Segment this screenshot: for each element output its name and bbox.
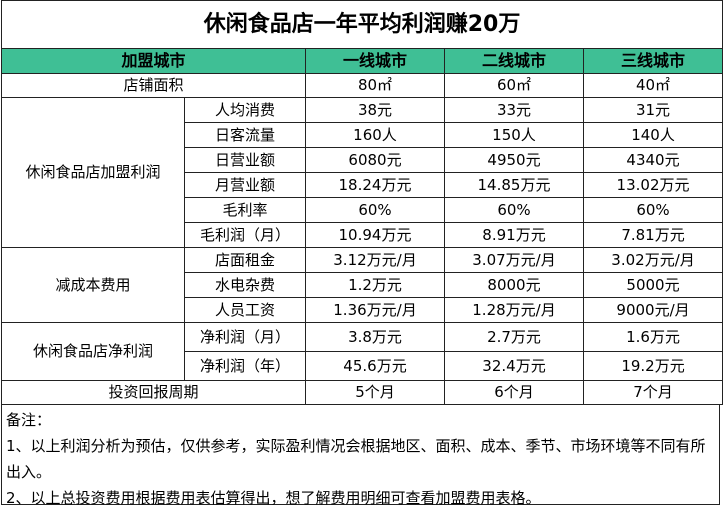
row-label: 店面租金 (184, 247, 306, 273)
cell-value: 150人 (444, 122, 584, 148)
cell-value: 38元 (305, 97, 445, 123)
cell-value: 19.2万元 (582, 351, 723, 381)
group-label-cost: 减成本费用 (1, 247, 185, 323)
table-row: 投资回报周期 5个月 6个月 7个月 (1, 380, 723, 405)
cell-value: 140人 (582, 122, 723, 148)
cell-value: 7.81万元 (582, 222, 723, 248)
group-label-net: 休闲食品店净利润 (1, 322, 185, 381)
cell-value: 80㎡ (305, 73, 445, 98)
row-label: 水电杂费 (184, 272, 306, 298)
cell-value: 4340元 (582, 147, 723, 173)
cell-value: 60㎡ (444, 73, 584, 98)
table-row: 净利润（年） 45.6万元 32.4万元 19.2万元 (2, 351, 723, 381)
cell-value: 60% (305, 197, 445, 223)
cell-value: 1.6万元 (582, 322, 723, 352)
cell-value: 160人 (305, 122, 445, 148)
profit-table: 休闲食品店一年平均利润赚20万 加盟城市 一线城市 二线城市 三线城市 店铺面积… (0, 0, 723, 405)
cell-value: 5000元 (582, 272, 723, 298)
cell-value: 2.7万元 (444, 322, 584, 352)
table-row: 毛利润（月） 10.94万元 8.91万元 7.81万元 (2, 222, 723, 248)
page-title: 休闲食品店一年平均利润赚20万 (0, 0, 723, 49)
cell-value: 60% (582, 197, 723, 223)
cell-value: 4950元 (444, 147, 584, 173)
cell-value: 3.12万元/月 (305, 247, 445, 273)
notes-line-2: 2、以上总投资费用根据费用表估算得出，想了解费用明细可查看加盟费用表格。 (6, 489, 541, 507)
cell-value: 60% (444, 197, 584, 223)
cell-value: 45.6万元 (305, 351, 445, 381)
notes-heading: 备注： (6, 411, 52, 429)
cell-value: 1.2万元 (305, 272, 445, 298)
cell-value: 6080元 (305, 147, 445, 173)
notes-line-1: 1、以上利润分析为预估，仅供参考，实际盈利情况会根据地区、面积、成本、季节、市场… (6, 437, 706, 481)
row-label: 净利润（月） (184, 322, 306, 352)
row-label: 日客流量 (184, 122, 306, 148)
cell-value: 6个月 (444, 380, 584, 405)
cell-value: 7个月 (582, 380, 723, 405)
cell-value: 40㎡ (582, 73, 723, 98)
row-label: 人员工资 (184, 297, 306, 323)
cell-value: 14.85万元 (444, 172, 584, 198)
header-tier3: 三线城市 (582, 48, 723, 74)
cell-value: 33元 (444, 97, 584, 123)
table-row: 店铺面积 80㎡ 60㎡ 40㎡ (1, 73, 723, 98)
group-label-profit: 休闲食品店加盟利润 (1, 97, 185, 248)
table-row: 水电杂费 1.2万元 8000元 5000元 (2, 272, 723, 298)
profit-sheet: 休闲食品店一年平均利润赚20万 加盟城市 一线城市 二线城市 三线城市 店铺面积… (0, 0, 723, 507)
cell-value: 1.28万元/月 (444, 297, 584, 323)
cell-value: 5个月 (305, 380, 445, 405)
header-row: 加盟城市 一线城市 二线城市 三线城市 (1, 48, 723, 74)
header-tier2: 二线城市 (444, 48, 584, 74)
cell-value: 8000元 (444, 272, 584, 298)
table-row: 日营业额 6080元 4950元 4340元 (2, 147, 723, 173)
notes-section: 备注： 1、以上利润分析为预估，仅供参考，实际盈利情况会根据地区、面积、成本、季… (1, 405, 720, 507)
cell-value: 32.4万元 (444, 351, 584, 381)
cell-value: 9000元/月 (582, 297, 723, 323)
table-row: 月营业额 18.24万元 14.85万元 13.02万元 (2, 172, 723, 198)
row-label: 净利润（年） (184, 351, 306, 381)
cell-value: 31元 (582, 97, 723, 123)
table-row: 日客流量 160人 150人 140人 (2, 122, 723, 148)
row-label: 毛利润（月） (184, 222, 306, 248)
row-label: 店铺面积 (1, 73, 306, 98)
table-row: 毛利率 60% 60% 60% (2, 197, 723, 223)
table-row: 休闲食品店加盟利润 人均消费 38元 33元 31元 (1, 97, 723, 248)
cell-value: 3.8万元 (305, 322, 445, 352)
row-label: 日营业额 (184, 147, 306, 173)
table-row: 休闲食品店净利润 净利润（月） 3.8万元 2.7万元 1.6万元 (1, 322, 723, 381)
header-tier1: 一线城市 (305, 48, 445, 74)
header-city: 加盟城市 (1, 48, 306, 74)
row-label: 毛利率 (184, 197, 306, 223)
cell-value: 1.36万元/月 (305, 297, 445, 323)
table-row: 减成本费用 店面租金 3.12万元/月 3.07万元/月 3.02万元/月 (1, 247, 723, 323)
cell-value: 3.07万元/月 (444, 247, 584, 273)
cell-value: 10.94万元 (305, 222, 445, 248)
cell-value: 13.02万元 (582, 172, 723, 198)
cell-value: 8.91万元 (444, 222, 584, 248)
cell-value: 3.02万元/月 (582, 247, 723, 273)
row-label: 投资回报周期 (1, 380, 306, 405)
row-label: 人均消费 (184, 97, 306, 123)
row-label: 月营业额 (184, 172, 306, 198)
cell-value: 18.24万元 (305, 172, 445, 198)
table-row: 人员工资 1.36万元/月 1.28万元/月 9000元/月 (2, 297, 723, 323)
